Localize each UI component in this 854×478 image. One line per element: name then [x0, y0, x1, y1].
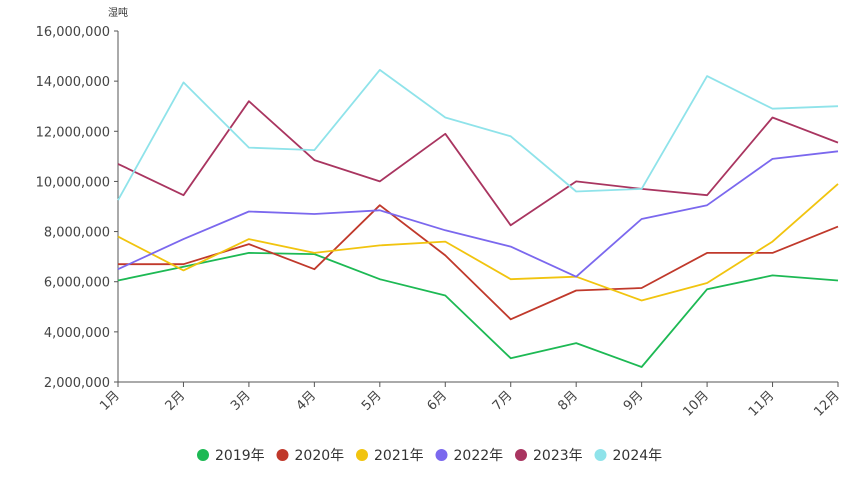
- y-tick-label: 2,000,000: [44, 376, 110, 391]
- legend-label: 2022年: [454, 448, 504, 464]
- x-tick-label: 11月: [746, 388, 777, 419]
- legend-label: 2023年: [533, 448, 583, 464]
- legend-marker: [594, 449, 607, 461]
- x-tick-label: 7月: [490, 388, 516, 414]
- y-axis-ticks: 2,000,000 4,000,000 6,000,000 8,000,000 10,0…: [36, 25, 118, 391]
- y-axis-unit-label: 湿吨: [108, 6, 128, 19]
- legend-item[interactable]: 2024年: [594, 448, 663, 464]
- legend-label: 2019年: [215, 448, 265, 464]
- series-line-2023年: [117, 100, 839, 227]
- legend-item[interactable]: 2022年: [435, 448, 504, 464]
- x-tick-label: 2月: [163, 388, 189, 414]
- y-tick-label: 8,000,000: [44, 226, 110, 241]
- axes: [117, 31, 838, 383]
- y-tick-label: 10,000,000: [36, 175, 110, 190]
- series-line-2019年: [117, 251, 839, 368]
- x-tick-label: 4月: [294, 388, 320, 414]
- legend-item[interactable]: 2023年: [515, 448, 583, 464]
- y-tick-label: 4,000,000: [44, 326, 110, 341]
- y-tick-label: 6,000,000: [44, 276, 110, 291]
- legend-item[interactable]: 2021年: [356, 448, 424, 464]
- x-tick-label: 9月: [621, 388, 647, 414]
- legend-marker: [276, 449, 289, 461]
- legend-marker: [515, 449, 527, 461]
- legend[interactable]: 2019年 2020年 2021年 2022年 2023年 2024年: [197, 448, 662, 464]
- legend-marker: [435, 449, 448, 461]
- x-tick-label: 8月: [555, 388, 581, 414]
- series-line-2021年: [117, 183, 839, 302]
- series-lines: [117, 69, 839, 368]
- series-line-2024年: [117, 69, 839, 201]
- y-tick-label: 16,000,000: [36, 25, 110, 40]
- x-tick-label: 12月: [811, 388, 842, 419]
- legend-label: 2024年: [613, 448, 663, 464]
- legend-label: 2020年: [295, 448, 345, 464]
- x-tick-label: 3月: [228, 388, 254, 414]
- legend-marker: [356, 449, 368, 461]
- legend-item[interactable]: 2019年: [197, 448, 265, 464]
- legend-item[interactable]: 2020年: [276, 448, 345, 464]
- x-tick-label: 5月: [359, 388, 385, 414]
- x-tick-label: 6月: [424, 388, 450, 414]
- x-tick-label: 10月: [680, 388, 711, 419]
- x-tick-label: 1月: [97, 388, 123, 414]
- x-axis-ticks: 1月 2月 3月 4月 5月 6月 7月 8月 9月 10月 11月 12月: [97, 382, 843, 420]
- series-line-2020年: [118, 204, 839, 321]
- y-tick-label: 12,000,000: [36, 125, 110, 140]
- series-line-2022年: [117, 150, 839, 278]
- legend-marker: [197, 449, 209, 461]
- legend-label: 2021年: [374, 448, 424, 464]
- y-tick-label: 14,000,000: [36, 75, 110, 90]
